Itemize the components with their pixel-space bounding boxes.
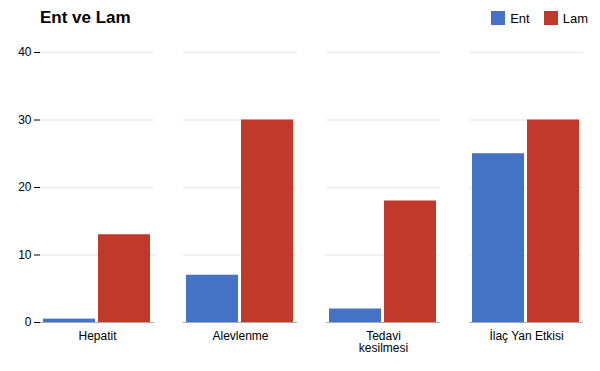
svg-text:10: 10	[18, 248, 32, 262]
svg-text:Alevlenme: Alevlenme	[212, 329, 268, 343]
html-text:Lam: Lam	[562, 10, 588, 26]
svg-text:Hepatit: Hepatit	[78, 329, 117, 343]
svg-text:20: 20	[18, 180, 32, 194]
svg-text:40: 40	[18, 45, 32, 59]
html-text:Ent: Ent	[510, 10, 530, 26]
svg-text:30: 30	[18, 113, 32, 127]
svg-text:0: 0	[25, 315, 32, 329]
svg-text:Tedavikesilmesi: Tedavikesilmesi	[359, 329, 408, 355]
svg-text:İlaç Yan Etkisi: İlaç Yan Etkisi	[489, 329, 563, 343]
html-text:Ent ve Lam: Ent ve Lam	[40, 8, 131, 27]
